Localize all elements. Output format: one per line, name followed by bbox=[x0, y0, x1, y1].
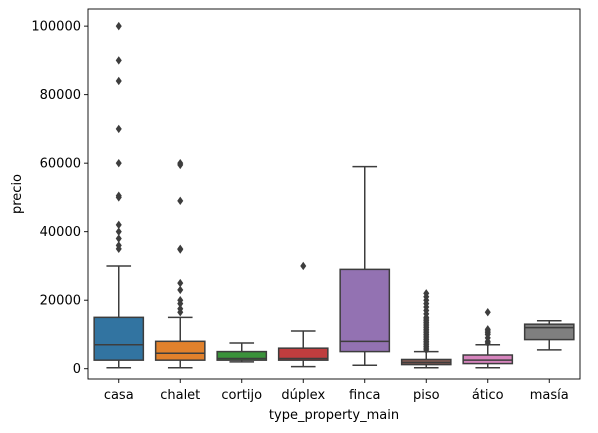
outlier-point bbox=[115, 56, 122, 65]
outlier-point bbox=[177, 299, 184, 308]
box-chalet bbox=[154, 158, 206, 369]
x-tick-label: cortijo bbox=[221, 388, 262, 403]
y-axis-label: precio bbox=[10, 174, 25, 214]
y-tick-label: 40000 bbox=[40, 225, 81, 240]
plot-area bbox=[87, 8, 581, 380]
x-tick-label: casa bbox=[104, 388, 134, 403]
box-piso bbox=[400, 289, 452, 369]
y-tick-label: 0 bbox=[73, 362, 81, 377]
outlier-point bbox=[115, 76, 122, 86]
outlier-point bbox=[115, 124, 122, 134]
x-tick-label: masía bbox=[530, 388, 569, 403]
outlier-point bbox=[115, 244, 122, 254]
box-iqr bbox=[154, 340, 206, 361]
box-casa bbox=[93, 21, 145, 369]
box-iqr bbox=[93, 316, 145, 361]
outlier-point bbox=[115, 220, 122, 230]
x-axis: casa chalet cortijo dúplex finca piso ático mas… bbox=[104, 379, 569, 403]
outlier-point bbox=[177, 245, 184, 254]
outlier-point bbox=[115, 193, 122, 202]
y-tick-label: 80000 bbox=[40, 88, 81, 103]
box-ático bbox=[462, 307, 514, 369]
outlier-point bbox=[115, 21, 122, 31]
outlier-point bbox=[115, 158, 122, 168]
outlier-point bbox=[423, 289, 430, 298]
box-cortijo bbox=[216, 342, 268, 363]
outlier-point bbox=[177, 196, 184, 206]
x-tick-label: chalet bbox=[160, 388, 200, 403]
y-tick-label: 60000 bbox=[40, 157, 81, 172]
box-iqr bbox=[462, 354, 514, 365]
outlier-point bbox=[177, 307, 184, 317]
x-tick-label: ático bbox=[472, 388, 504, 403]
y-axis: 0 20000 40000 60000 80000 100000 bbox=[31, 20, 88, 377]
outlier-point bbox=[115, 234, 122, 243]
outlier-point bbox=[177, 278, 184, 288]
outlier-point bbox=[484, 325, 491, 334]
box-iqr bbox=[277, 347, 329, 361]
y-tick-label: 20000 bbox=[40, 294, 81, 309]
x-tick-label: dúplex bbox=[281, 388, 325, 403]
outlier-point bbox=[115, 227, 122, 236]
box-masía bbox=[523, 320, 575, 351]
plot-frame bbox=[87, 8, 581, 380]
box-finca bbox=[339, 165, 391, 367]
outlier-point bbox=[484, 307, 491, 317]
box-iqr bbox=[216, 350, 268, 361]
outlier-point bbox=[177, 285, 184, 295]
x-axis-label: type_property_main bbox=[269, 408, 399, 423]
box-iqr bbox=[339, 268, 391, 353]
box-dúplex bbox=[277, 261, 329, 368]
y-tick-label: 100000 bbox=[31, 20, 81, 35]
x-tick-label: piso bbox=[413, 388, 440, 403]
x-tick-label: finca bbox=[349, 388, 381, 403]
outlier-point bbox=[177, 160, 184, 170]
box-iqr bbox=[523, 323, 575, 341]
outlier-point bbox=[300, 261, 307, 271]
